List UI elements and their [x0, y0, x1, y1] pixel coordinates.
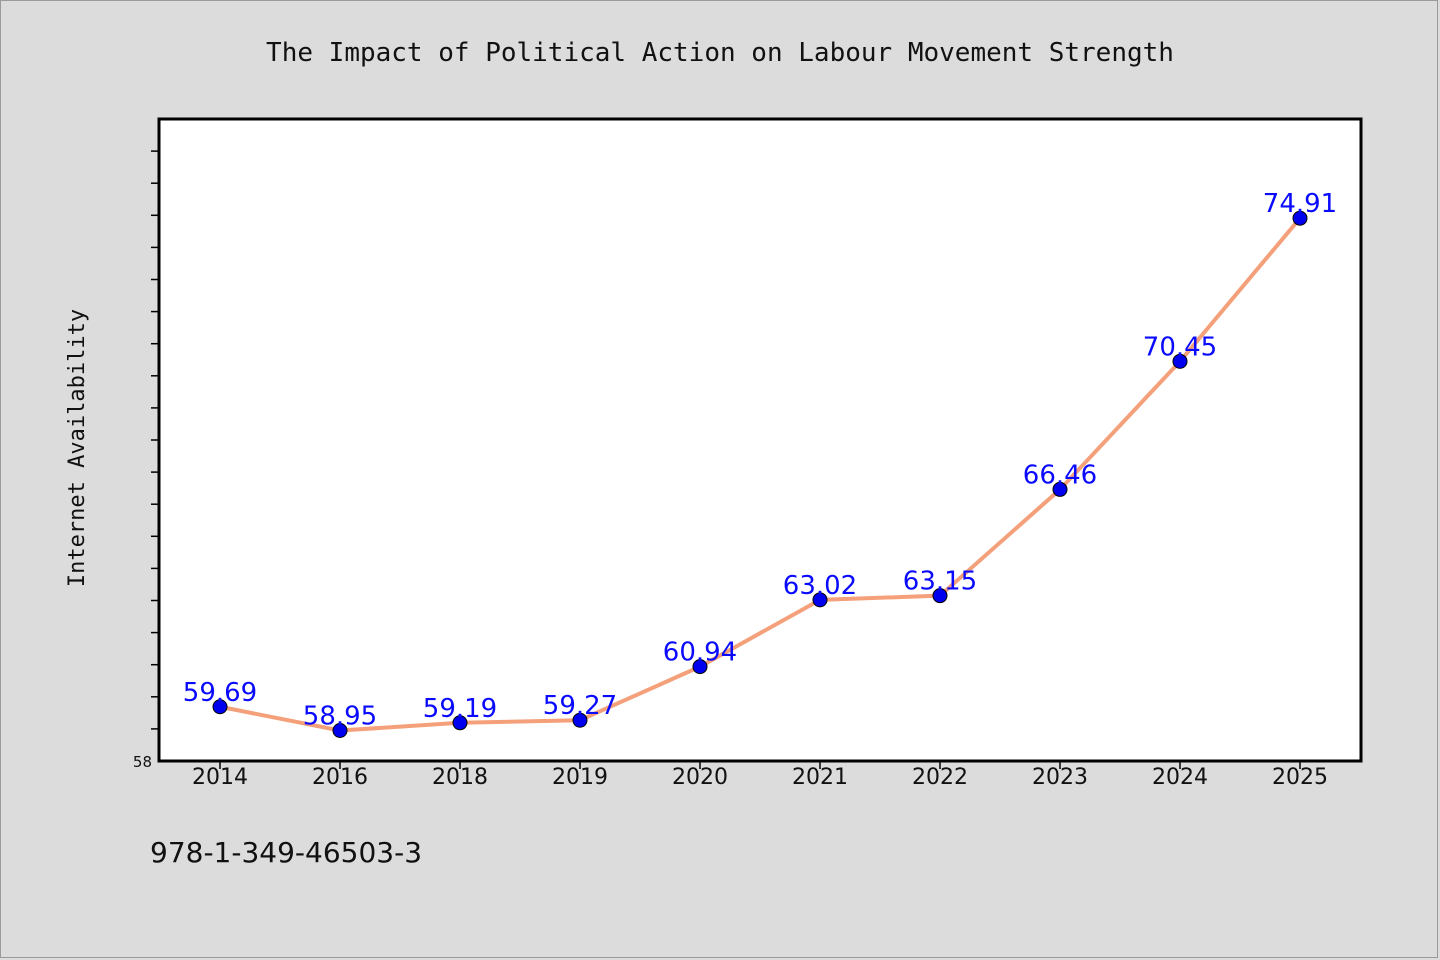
- y-axis-ticks: 58: [133, 150, 159, 771]
- data-label: 63.15: [903, 567, 977, 597]
- data-points: [212, 210, 1308, 739]
- data-label: 60.94: [663, 638, 737, 668]
- data-point: [1052, 481, 1068, 497]
- x-tick-label: 2018: [432, 765, 488, 790]
- y-axis-label: Internet Availability: [65, 309, 90, 587]
- data-label: 59.19: [423, 694, 497, 724]
- x-tick-label: 2025: [1272, 765, 1328, 790]
- series-line: [219, 216, 1302, 733]
- x-tick-label: 2019: [552, 765, 608, 790]
- data-label: 59.69: [183, 678, 257, 708]
- data-labels: 59.69 58.95 59.19 59.27 60.94 63.02 63.15 66.46…: [183, 189, 1337, 731]
- x-tick-label: 2020: [672, 765, 728, 790]
- isbn-text: 978-1-349-46503-3: [150, 836, 422, 869]
- data-label: 74.91: [1263, 189, 1337, 219]
- data-point: [812, 592, 828, 608]
- data-label: 66.46: [1023, 460, 1097, 490]
- data-label: 58.95: [303, 702, 377, 732]
- x-tick-label: 2022: [912, 765, 968, 790]
- data-point: [332, 723, 348, 739]
- data-point: [1292, 210, 1308, 226]
- chart-title: The Impact of Political Action on Labour…: [266, 38, 1174, 68]
- data-point: [212, 699, 228, 715]
- data-label: 59.27: [543, 691, 617, 721]
- data-point: [692, 659, 708, 675]
- x-tick-label: 2021: [792, 765, 848, 790]
- y-tick-label: 58: [133, 753, 152, 771]
- plot-area: [157, 117, 1363, 763]
- series-line-group: [219, 216, 1302, 733]
- x-tick-label: 2016: [312, 765, 368, 790]
- data-point: [932, 588, 948, 604]
- x-tick-label: 2023: [1032, 765, 1088, 790]
- x-tick-label: 2014: [192, 765, 248, 790]
- data-label: 63.02: [783, 571, 857, 601]
- data-point: [1172, 353, 1188, 369]
- data-point: [572, 712, 588, 728]
- x-tick-label: 2024: [1152, 765, 1208, 790]
- data-label: 70.45: [1143, 332, 1217, 362]
- data-point: [452, 715, 468, 731]
- x-axis-ticks: 2014 2016 2018 2019 2020 2021 2022 2023 2024 2025: [192, 761, 1328, 790]
